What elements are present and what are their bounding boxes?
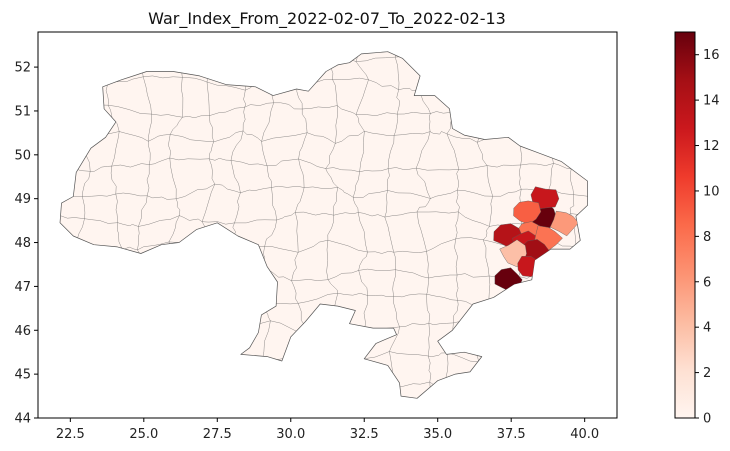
y-tick-label-7: 51 bbox=[14, 104, 31, 119]
colorbar-tick-label-4: 8 bbox=[703, 230, 711, 245]
y-tick-label-4: 48 bbox=[14, 236, 31, 251]
x-tick-label-4: 32.5 bbox=[350, 427, 379, 442]
y-tick-label-6: 50 bbox=[14, 148, 31, 163]
x-tick-label-7: 40.0 bbox=[570, 427, 599, 442]
x-tick-label-6: 37.5 bbox=[497, 427, 526, 442]
y-tick-label-8: 52 bbox=[14, 61, 31, 76]
district-3 bbox=[549, 210, 579, 237]
y-tick-label-5: 49 bbox=[14, 192, 31, 207]
colorbar-tick-label-2: 4 bbox=[703, 321, 711, 336]
y-tick-label-3: 47 bbox=[14, 280, 31, 295]
chart-title: War_Index_From_2022-02-07_To_2022-02-13 bbox=[148, 9, 506, 29]
country-outline bbox=[59, 51, 588, 399]
district-11 bbox=[517, 256, 543, 277]
colorbar-tick-label-3: 6 bbox=[703, 275, 711, 290]
colorbar-tick-label-6: 12 bbox=[703, 139, 720, 154]
x-tick-label-5: 35.0 bbox=[423, 427, 452, 442]
colorbar-tick-label-0: 0 bbox=[703, 412, 711, 427]
y-tick-label-1: 45 bbox=[14, 368, 31, 383]
x-tick-label-3: 30.0 bbox=[276, 427, 305, 442]
y-tick-label-2: 46 bbox=[14, 324, 31, 339]
x-tick-label-0: 22.5 bbox=[56, 427, 85, 442]
colorbar-bar bbox=[674, 31, 696, 419]
x-tick-label-1: 25.0 bbox=[129, 427, 158, 442]
colorbar: 0 2 4 6 8 10 12 14 16 bbox=[674, 31, 720, 427]
colorbar-tick-label-7: 14 bbox=[703, 94, 720, 109]
colorbar-tick-label-1: 2 bbox=[703, 366, 711, 381]
plot-frame bbox=[37, 31, 618, 419]
ukraine-map bbox=[59, 51, 588, 399]
colorbar-tick-label-8: 16 bbox=[703, 48, 720, 63]
highlighted-districts bbox=[493, 186, 579, 293]
y-tick-label-0: 44 bbox=[14, 412, 31, 427]
colorbar-tick-label-5: 10 bbox=[703, 184, 720, 199]
axes: 22.5 25.0 27.5 30.0 32.5 35.0 37.5 40.0 44 45 46 47… bbox=[14, 31, 618, 442]
x-tick-label-2: 27.5 bbox=[203, 427, 232, 442]
